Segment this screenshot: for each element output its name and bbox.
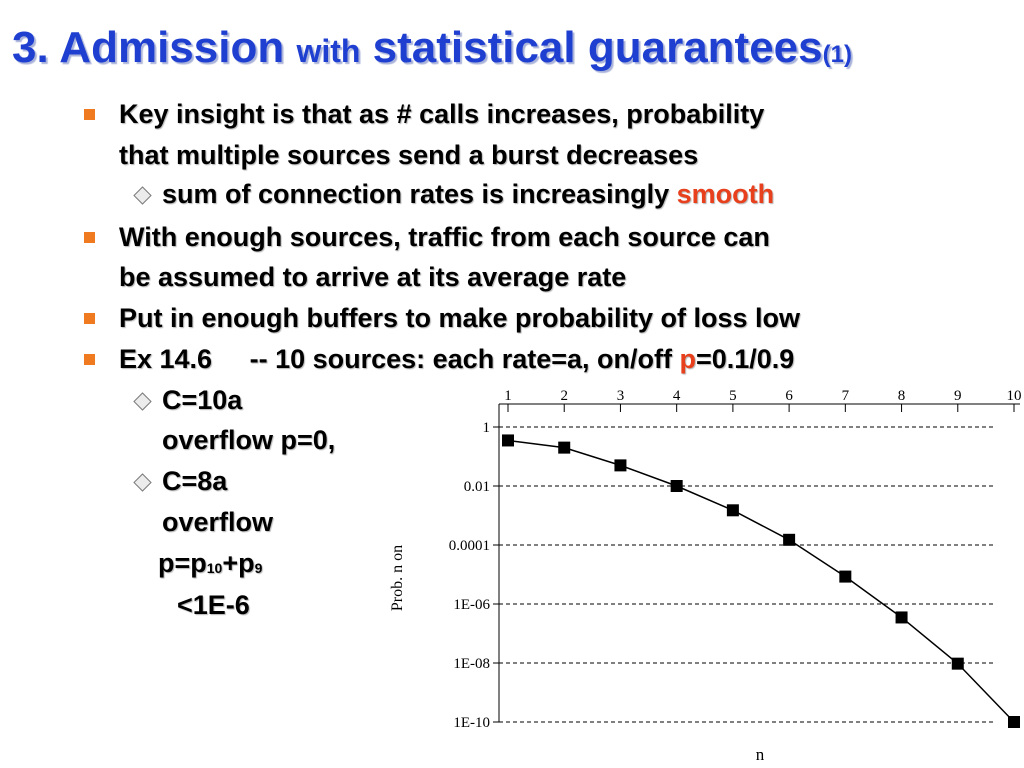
data-point bbox=[726, 504, 739, 517]
bullet-square-icon bbox=[84, 313, 95, 324]
sub-bullet-3-line-3-plus: +p bbox=[222, 548, 255, 578]
slide-title: 3. Admission with statistical guarantees… bbox=[12, 26, 852, 70]
x-axis-label: n bbox=[756, 745, 765, 764]
y-tick-label: 0.01 bbox=[464, 479, 490, 495]
data-point bbox=[839, 570, 852, 583]
y-tick-label: 0.0001 bbox=[449, 538, 490, 554]
bullet-4: Ex 14.6 -- 10 sources: each rate=a, on/o… bbox=[119, 346, 794, 373]
data-point bbox=[614, 459, 627, 472]
data-point bbox=[895, 611, 908, 624]
title-part-1: 3. Admission bbox=[12, 23, 297, 72]
bullet-square-icon bbox=[84, 354, 95, 365]
y-tick-label: 1E-06 bbox=[453, 597, 490, 613]
x-tick-label: 8 bbox=[898, 388, 906, 404]
data-point bbox=[1008, 716, 1020, 728]
bullet-4-ratio: =0.1/0.9 bbox=[695, 344, 795, 374]
sub-bullet-3-line-1: C=8a bbox=[162, 466, 228, 496]
bullet-square-icon bbox=[84, 109, 95, 120]
x-tick-label: 10 bbox=[1007, 388, 1022, 404]
data-point bbox=[783, 533, 796, 546]
x-tick-label: 6 bbox=[785, 388, 793, 404]
x-tick-label: 5 bbox=[729, 388, 737, 404]
bullet-square-icon bbox=[84, 232, 95, 243]
sub-bullet-1: sum of connection rates is increasingly … bbox=[162, 181, 774, 208]
x-tick-label: 2 bbox=[560, 388, 568, 404]
sub-bullet-2-line-2: overflow p=0, bbox=[162, 425, 336, 455]
title-part-2: with bbox=[296, 33, 361, 69]
sub-bullet-2-line-1: C=10a bbox=[162, 385, 243, 415]
title-part-3: statistical guarantees bbox=[360, 23, 823, 72]
series-line bbox=[507, 439, 1015, 723]
data-point bbox=[558, 441, 571, 454]
y-tick-label: 1E-10 bbox=[453, 715, 490, 731]
sub-bullet-1-text: sum of connection rates is increasingly bbox=[162, 179, 677, 209]
sub-bullet-3-line-3: p=p10+p9 bbox=[158, 550, 262, 577]
subscript-10: 10 bbox=[206, 560, 223, 576]
bullet-3: Put in enough buffers to make probabilit… bbox=[119, 303, 801, 333]
y-tick-label: 1E-08 bbox=[453, 656, 490, 672]
data-point bbox=[670, 480, 683, 492]
x-tick-label: 4 bbox=[673, 388, 681, 404]
smooth-highlight: smooth bbox=[676, 179, 775, 209]
p-highlight: p bbox=[679, 344, 696, 374]
bullet-2-line-2: be assumed to arrive at its average rate bbox=[119, 262, 627, 292]
sub-bullet-3-line-3-text: p=p bbox=[158, 548, 207, 578]
bullet-2-line-1: With enough sources, traffic from each s… bbox=[119, 222, 770, 252]
data-point bbox=[951, 657, 964, 670]
x-tick-label: 3 bbox=[617, 388, 625, 404]
x-tick-label: 7 bbox=[842, 388, 850, 404]
subscript-9: 9 bbox=[254, 560, 263, 576]
sub-bullet-3-line-2: overflow bbox=[162, 507, 274, 537]
y-tick-label: 1 bbox=[483, 420, 491, 436]
y-axis-label: Prob. n on bbox=[389, 545, 406, 611]
x-tick-label: 1 bbox=[504, 388, 512, 404]
sub-bullet-3-line-4: <1E-6 bbox=[177, 590, 250, 620]
data-point bbox=[502, 434, 514, 447]
title-part-4: (1) bbox=[822, 41, 852, 68]
bullet-1-line-1: Key insight is that as # calls increases… bbox=[119, 99, 765, 129]
bullet-4-text: Ex 14.6 -- 10 sources: each rate=a, on/o… bbox=[119, 344, 680, 374]
x-tick-label: 9 bbox=[954, 388, 962, 404]
bullet-1-line-2: that multiple sources send a burst decre… bbox=[119, 140, 699, 170]
